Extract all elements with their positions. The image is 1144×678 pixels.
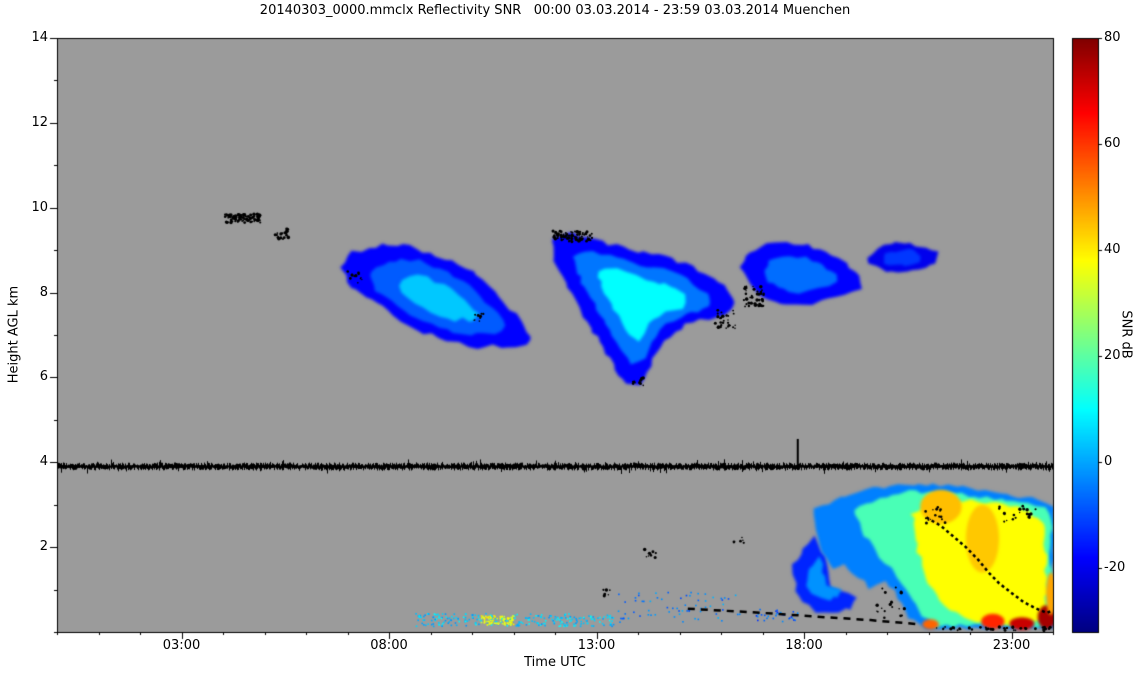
x-tick-label: 18:00 — [785, 638, 823, 653]
colorbar-label: SNR dB — [1118, 310, 1134, 359]
y-tick-label: 14 — [31, 30, 48, 45]
y-axis-label: Height AGL km — [6, 285, 22, 384]
y-tick-label: 6 — [39, 369, 48, 385]
x-tick-label: 03:00 — [162, 638, 201, 653]
x-tick-label: 13:00 — [577, 638, 616, 653]
colorbar-tick-label: 60 — [1104, 136, 1121, 152]
y-tick-label: 4 — [39, 454, 48, 470]
colorbar-tick-label: 20 — [1104, 348, 1121, 364]
colorbar-tick-label: 40 — [1104, 242, 1121, 258]
colorbar-tick-label: 0 — [1104, 454, 1113, 470]
y-tick-label: 12 — [31, 114, 48, 130]
y-tick-label: 2 — [39, 539, 48, 555]
colorbar-tick-label: 80 — [1104, 30, 1121, 45]
x-tick-label: 08:00 — [370, 638, 408, 653]
y-tick-label: 10 — [31, 199, 48, 215]
y-tick-label: 8 — [39, 284, 48, 300]
chart-title: 20140303_0000.mmclx Reflectivity SNR 00:… — [259, 3, 851, 18]
x-tick-label: 23:00 — [992, 638, 1031, 653]
colorbar-tick-label: -20 — [1104, 560, 1126, 576]
x-axis-label: Time UTC — [524, 655, 586, 670]
